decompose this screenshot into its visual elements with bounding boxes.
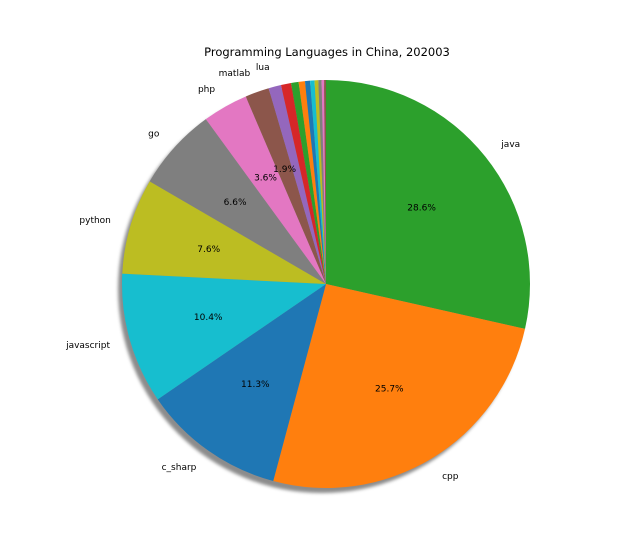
slice-label-python: python bbox=[79, 216, 110, 226]
pct-label-matlab: 1.9% bbox=[273, 165, 296, 175]
pie-slice-15 bbox=[318, 80, 326, 284]
pie-slice-go bbox=[149, 119, 326, 285]
pie-slice-11 bbox=[298, 81, 326, 284]
slice-label-php: php bbox=[198, 85, 215, 95]
pct-label-php: 3.6% bbox=[254, 174, 277, 184]
pie-slice-14 bbox=[314, 80, 326, 284]
pct-label-c-sharp: 11.3% bbox=[241, 380, 270, 390]
pie-slice-lua bbox=[268, 85, 326, 284]
pct-label-go: 6.6% bbox=[224, 198, 247, 208]
pie-slice-matlab bbox=[245, 88, 326, 285]
slice-label-go: go bbox=[148, 130, 160, 140]
slice-label-cpp: cpp bbox=[442, 472, 459, 482]
pie-slice-python bbox=[122, 181, 326, 284]
pie-slice-cpp bbox=[273, 284, 526, 489]
pct-label-javascript: 10.4% bbox=[194, 313, 223, 323]
pie-slice-php bbox=[205, 96, 326, 284]
pct-label-python: 7.6% bbox=[197, 245, 220, 255]
chart-title: Programming Languages in China, 202003 bbox=[204, 45, 450, 59]
slice-label-java: java bbox=[500, 140, 520, 150]
pie-slice-10 bbox=[291, 81, 326, 284]
pie-slice-16 bbox=[321, 80, 326, 284]
slice-label-javascript: javascript bbox=[65, 341, 110, 351]
pie-slice-9 bbox=[280, 83, 326, 285]
slice-label-lua: lua bbox=[256, 63, 270, 73]
slice-label-matlab: matlab bbox=[219, 69, 251, 79]
pie-slice-java bbox=[326, 79, 531, 329]
pie-slices bbox=[121, 79, 531, 489]
pie-slice-c-sharp bbox=[157, 284, 326, 482]
pct-label-java: 28.6% bbox=[407, 204, 436, 214]
pct-label-cpp: 25.7% bbox=[375, 385, 404, 395]
slice-label-c-sharp: c_sharp bbox=[162, 463, 197, 473]
pie-labels: java 28.6% cpp 25.7% c_sharp 11.3% javascript 1… bbox=[65, 63, 520, 482]
pie-slice-17 bbox=[324, 80, 326, 284]
pie-slice-13 bbox=[310, 80, 326, 284]
pie-slice-javascript bbox=[121, 273, 326, 400]
pie-slice-12 bbox=[304, 80, 326, 284]
